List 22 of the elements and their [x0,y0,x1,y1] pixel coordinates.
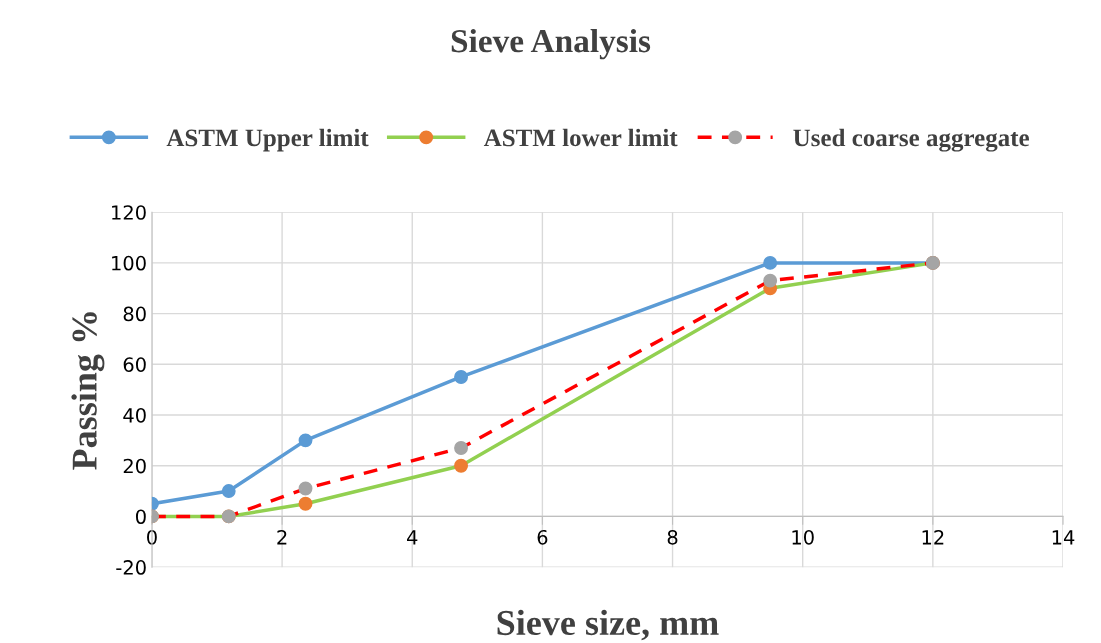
chart-title: Sieve Analysis [451,28,651,60]
x-tick-label: 12 [922,529,944,545]
y-tick-label: -20 [116,560,146,575]
legend-label: Used coarse aggregate [793,128,1029,152]
y-tick-label: 0 [135,509,146,525]
x-tick-label: 8 [667,529,678,545]
x-tick-label: 2 [277,529,287,545]
y-tick-label: 100 [112,255,146,271]
x-tick-label: 0 [147,529,157,545]
y-tick-label: 40 [123,407,146,423]
y-tick-label: 20 [123,458,146,474]
x-axis-title: Sieve size, mm [497,609,719,641]
y-tick-label: 80 [123,306,146,322]
x-tick-label: 4 [407,530,418,545]
y-tick-label: 60 [123,357,146,372]
x-tick-label: 10 [792,529,814,545]
x-tick-label: 14 [1052,530,1075,545]
y-axis-title: Passing % [71,312,105,470]
legend-label: ASTM lower limit [483,128,678,147]
x-tick-label: 6 [537,529,548,545]
y-tick-label: 120 [112,205,146,220]
legend-label: ASTM Upper limit [166,128,369,152]
